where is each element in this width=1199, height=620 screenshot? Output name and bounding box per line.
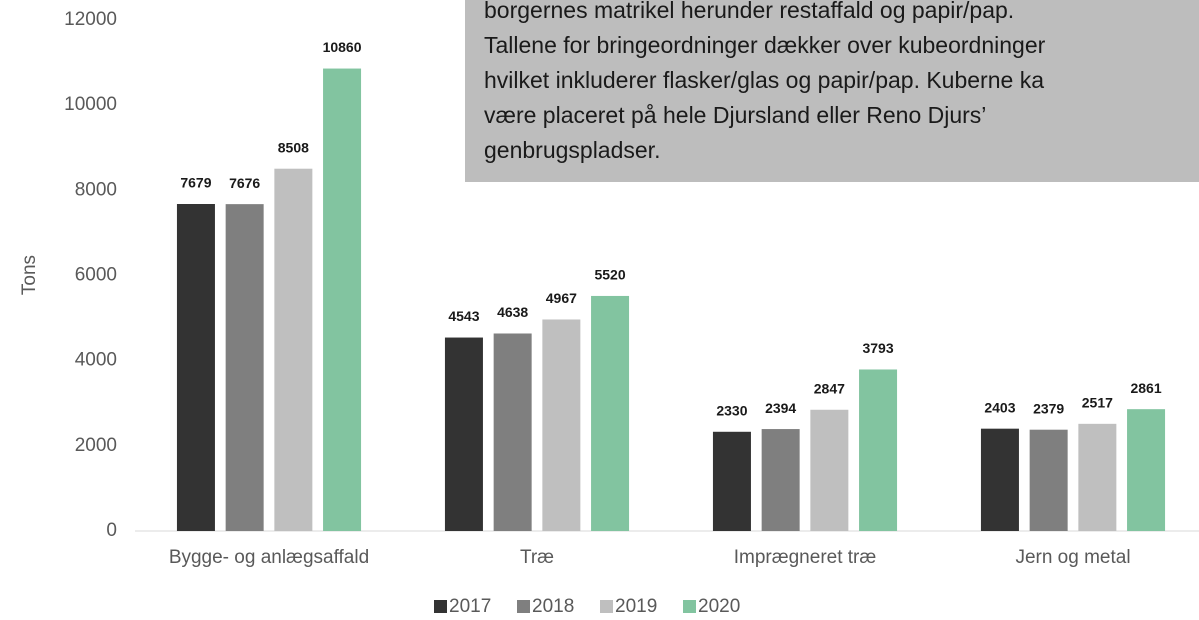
bar [761, 429, 800, 531]
bar [323, 68, 362, 532]
bar [225, 204, 264, 531]
legend-swatch [683, 600, 696, 613]
data-label: 2403 [984, 399, 1015, 415]
data-label: 2394 [765, 400, 796, 416]
annotation-line: borgernes matrikel herunder restaffald o… [484, 0, 1014, 23]
bar [1127, 409, 1166, 531]
x-tick-label: Træ [520, 547, 554, 568]
legend-label: 2020 [698, 596, 740, 617]
y-tick-label: 10000 [64, 94, 117, 115]
y-tick-label: 12000 [64, 9, 117, 30]
data-label: 7679 [180, 175, 211, 191]
bar [274, 168, 313, 532]
y-tick-label: 0 [106, 520, 117, 541]
data-label: 5520 [594, 267, 625, 283]
bar [176, 204, 215, 532]
bar [980, 428, 1019, 531]
bar [493, 333, 532, 531]
data-label: 4543 [448, 308, 479, 324]
annotation-line: hvilket inkluderer flasker/glas og papir… [484, 67, 1044, 93]
bar [591, 295, 630, 531]
legend-swatch [600, 600, 613, 613]
bar [444, 337, 483, 531]
data-label: 8508 [278, 139, 309, 155]
x-tick-label: Imprægneret træ [734, 547, 877, 568]
data-label: 2847 [814, 380, 845, 396]
data-label: 2330 [716, 402, 747, 418]
legend-label: 2018 [532, 596, 574, 617]
data-label: 3793 [862, 340, 893, 356]
bar [1029, 429, 1068, 531]
data-label: 10860 [323, 39, 362, 55]
data-label: 2861 [1130, 380, 1161, 396]
y-axis-label: Tons [19, 255, 40, 295]
annotation-line: genbrugspladser. [484, 137, 660, 163]
annotation-line: være placeret på hele Djursland eller Re… [484, 102, 986, 128]
bar [542, 319, 581, 531]
annotation-line: Tallene for bringeordninger dækker over … [484, 32, 1046, 58]
data-label: 2517 [1082, 395, 1113, 411]
bar [1078, 423, 1117, 531]
legend-label: 2019 [615, 596, 657, 617]
x-tick-label: Bygge- og anlægsaffald [169, 547, 369, 568]
y-tick-label: 4000 [75, 350, 117, 371]
bar [712, 431, 751, 531]
y-tick-label: 6000 [75, 265, 117, 286]
legend-label: 2017 [449, 596, 491, 617]
data-label: 4638 [497, 304, 528, 320]
y-tick-label: 8000 [75, 179, 117, 200]
bar [859, 369, 898, 531]
annotation-box [465, 0, 1199, 182]
data-label: 4967 [546, 290, 577, 306]
data-label: 2379 [1033, 400, 1064, 416]
data-label: 7676 [229, 175, 260, 191]
bar [810, 409, 849, 531]
legend-swatch [517, 600, 530, 613]
legend-swatch [434, 600, 447, 613]
x-tick-label: Jern og metal [1015, 547, 1130, 568]
y-tick-label: 2000 [75, 435, 117, 456]
